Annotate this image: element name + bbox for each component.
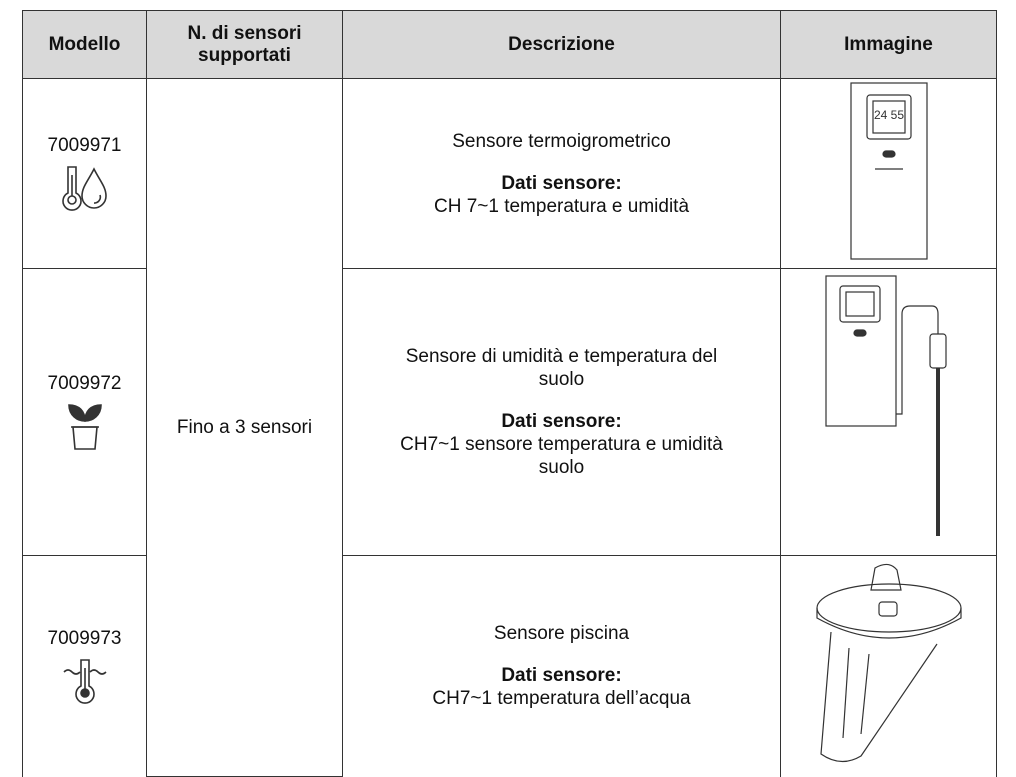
header-cell: Modello: [22, 10, 147, 79]
row: 7009972 Sensore di umidità e temperatura…: [22, 268, 997, 556]
soil-icon: [67, 404, 102, 450]
model: 7009973: [47, 628, 122, 650]
product-image: [824, 275, 947, 536]
header-text: N. di sensori supportati: [187, 22, 302, 66]
data-label: Dati sensore:: [501, 172, 622, 194]
data-text: CH 7~1 temperatura e umidità: [433, 195, 690, 217]
thermo-hygro-icon: [61, 165, 107, 211]
description-cell: Sensore piscina Dati sensore: CH7~1 temp…: [342, 555, 781, 777]
product-image: [815, 564, 962, 763]
model: 7009971: [47, 134, 122, 156]
image-cell: 24 55: [780, 78, 997, 269]
data-text: CH7~1 sensore temperatura e umidità suol…: [400, 434, 723, 478]
description-cell: Sensore termoigrometrico Dati sensore: C…: [342, 78, 781, 269]
svg-text:24 55: 24 55: [873, 108, 903, 122]
image-cell: [780, 268, 997, 556]
product-image: 24 55: [849, 81, 928, 260]
model-cell: 7009971: [22, 78, 147, 269]
sensor-table: Modello N. di sensori supportati Descriz…: [22, 10, 997, 777]
model-cell: 7009972: [22, 268, 147, 556]
header-cell: Immagine: [780, 10, 997, 79]
description-cell: Sensore di umidità e temperatura del suo…: [342, 268, 781, 556]
header-row: Modello N. di sensori supportati Descriz…: [22, 10, 997, 79]
water-temp-icon: [62, 659, 107, 705]
data-label: Dati sensore:: [501, 665, 622, 687]
sensors-cell: Fino a 3 sensori: [146, 78, 343, 777]
data-text: CH7~1 temperatura dell’acqua: [432, 688, 691, 710]
row: 7009971 Fino a 3 sensori Sensore termoig…: [22, 78, 997, 777]
data-label: Dati sensore:: [501, 411, 622, 432]
description: Sensore piscina: [493, 623, 630, 645]
header-cell: Descrizione: [342, 10, 781, 79]
image-cell: [780, 555, 997, 777]
model: 7009972: [47, 373, 122, 394]
model-cell: 7009973: [22, 555, 147, 777]
description: Sensore termoigrometrico: [452, 130, 671, 152]
header-cell: N. di sensori supportati: [146, 10, 343, 79]
row: 7009973 Sensore piscina Dati sensore: CH…: [22, 555, 997, 777]
description: Sensore di umidità e temperatura del suo…: [405, 346, 718, 390]
